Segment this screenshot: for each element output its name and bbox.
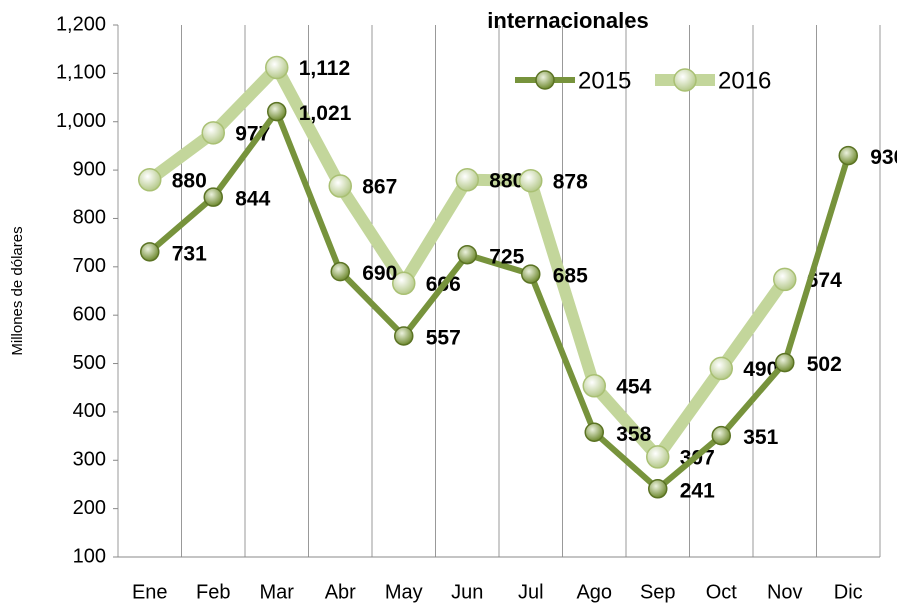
y-tick-label: 100 bbox=[73, 545, 106, 567]
point-marker bbox=[773, 267, 797, 292]
x-tick-label: Mar bbox=[260, 581, 295, 603]
data-label: 557 bbox=[426, 327, 461, 350]
legend-label: 2016 bbox=[718, 67, 771, 94]
chart-title: internacionales bbox=[487, 8, 648, 33]
data-label: 674 bbox=[807, 269, 842, 292]
x-tick-label: Feb bbox=[196, 581, 230, 603]
x-tick-label: Nov bbox=[767, 581, 803, 603]
point-marker bbox=[521, 264, 541, 284]
series-line bbox=[147, 108, 852, 492]
x-tick-label: Abr bbox=[325, 581, 356, 603]
data-label: 725 bbox=[489, 245, 524, 268]
point-marker bbox=[392, 271, 416, 296]
data-label: 685 bbox=[553, 265, 588, 288]
legend-label: 2015 bbox=[578, 67, 631, 94]
y-tick-label: 200 bbox=[73, 497, 106, 519]
point-marker bbox=[646, 445, 670, 469]
data-label: 880 bbox=[172, 169, 207, 192]
point-marker bbox=[709, 356, 733, 381]
x-tick-label: Oct bbox=[706, 581, 738, 603]
data-label: 358 bbox=[616, 423, 651, 446]
x-tick-label: Ago bbox=[576, 581, 612, 603]
y-tick-label: 600 bbox=[73, 303, 106, 325]
point-marker bbox=[265, 55, 289, 80]
data-label: 867 bbox=[362, 176, 397, 199]
point-marker bbox=[140, 242, 160, 262]
x-tick-label: Sep bbox=[640, 581, 676, 603]
point-marker bbox=[267, 101, 287, 122]
point-marker bbox=[711, 425, 731, 446]
data-label: 1,021 bbox=[299, 102, 352, 125]
point-marker bbox=[582, 374, 606, 398]
data-label: 690 bbox=[362, 262, 397, 285]
data-label: 731 bbox=[172, 242, 207, 265]
y-tick-label: 300 bbox=[73, 449, 106, 471]
point-marker bbox=[838, 145, 858, 166]
x-tick-label: Ene bbox=[132, 581, 168, 603]
data-label: 1,112 bbox=[299, 57, 350, 80]
x-tick-label: Jun bbox=[451, 581, 483, 603]
point-marker bbox=[519, 168, 543, 193]
y-tick-label: 1,000 bbox=[56, 110, 106, 132]
y-tick-label: 1,200 bbox=[56, 13, 106, 35]
legend-marker bbox=[673, 68, 697, 92]
data-label: 454 bbox=[616, 375, 651, 398]
legend-marker bbox=[535, 70, 555, 90]
x-tick-label: Dic bbox=[834, 581, 863, 603]
point-marker bbox=[328, 174, 352, 198]
data-label: 502 bbox=[807, 353, 842, 376]
point-marker bbox=[330, 261, 350, 282]
data-label: 930 bbox=[870, 146, 897, 169]
point-marker bbox=[775, 352, 795, 373]
data-label: 241 bbox=[680, 479, 715, 502]
point-marker bbox=[584, 422, 604, 442]
point-marker bbox=[648, 479, 668, 499]
data-label: 490 bbox=[743, 358, 778, 381]
point-marker bbox=[457, 244, 477, 265]
data-label: 351 bbox=[743, 426, 778, 449]
y-tick-label: 1,100 bbox=[56, 62, 106, 84]
y-tick-label: 700 bbox=[73, 255, 106, 277]
y-tick-label: 500 bbox=[73, 352, 106, 374]
data-label: 844 bbox=[235, 188, 270, 211]
data-label: 878 bbox=[553, 170, 588, 193]
point-marker bbox=[138, 168, 162, 192]
y-axis-label: Millones de dólares bbox=[9, 226, 26, 355]
x-tick-label: Jul bbox=[518, 581, 544, 603]
y-tick-label: 400 bbox=[73, 400, 106, 422]
point-marker bbox=[455, 168, 479, 192]
data-label: 880 bbox=[489, 169, 524, 192]
y-tick-label: 800 bbox=[73, 207, 106, 229]
y-tick-label: 900 bbox=[73, 158, 106, 180]
x-tick-label: May bbox=[385, 581, 423, 603]
point-marker bbox=[201, 121, 225, 145]
point-marker bbox=[203, 187, 223, 207]
point-marker bbox=[394, 326, 414, 346]
